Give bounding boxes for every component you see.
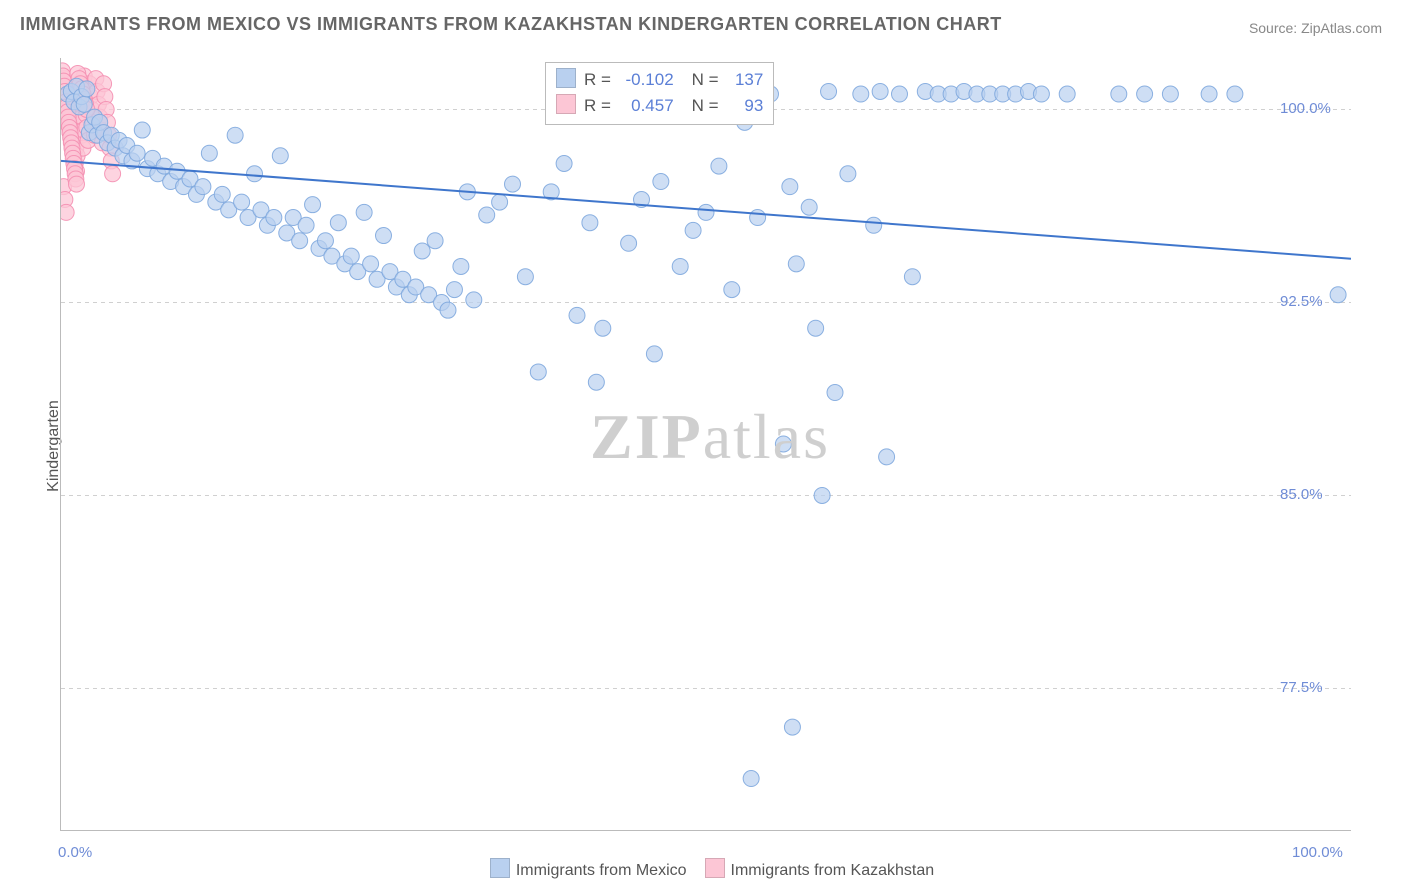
stats-legend-box: R = -0.102 N = 137 R = 0.457 N = 93 — [545, 62, 774, 125]
stat-r-value: -0.102 — [616, 67, 674, 93]
stat-n-value: 93 — [723, 93, 763, 119]
legend-swatch-icon — [705, 858, 725, 878]
legend-label: Immigrants from Kazakhstan — [731, 862, 935, 879]
legend-swatch-icon — [556, 94, 576, 114]
stat-label: N = — [692, 96, 724, 115]
y-tick-label: 92.5% — [1280, 293, 1323, 310]
chart-container: IMMIGRANTS FROM MEXICO VS IMMIGRANTS FRO… — [0, 0, 1406, 892]
source-label: Source: ZipAtlas.com — [1249, 20, 1382, 36]
chart-title: IMMIGRANTS FROM MEXICO VS IMMIGRANTS FRO… — [20, 14, 1002, 35]
watermark-light: atlas — [703, 401, 830, 472]
y-tick-label: 77.5% — [1280, 679, 1323, 696]
y-tick-label: 100.0% — [1280, 100, 1331, 117]
legend-swatch-icon — [490, 858, 510, 878]
stat-n-value: 137 — [723, 67, 763, 93]
stats-row: R = 0.457 N = 93 — [556, 93, 763, 119]
stat-label: R = — [584, 70, 616, 89]
legend-swatch-icon — [556, 68, 576, 88]
stat-label: N = — [692, 70, 724, 89]
watermark: ZIPatlas — [590, 400, 830, 474]
stat-label: R = — [584, 96, 616, 115]
y-tick-label: 85.0% — [1280, 486, 1323, 503]
legend-label: Immigrants from Mexico — [516, 862, 687, 879]
stats-row: R = -0.102 N = 137 — [556, 67, 763, 93]
watermark-bold: ZIP — [590, 401, 703, 472]
bottom-legend: Immigrants from Mexico Immigrants from Ka… — [0, 858, 1406, 880]
stat-r-value: 0.457 — [616, 93, 674, 119]
